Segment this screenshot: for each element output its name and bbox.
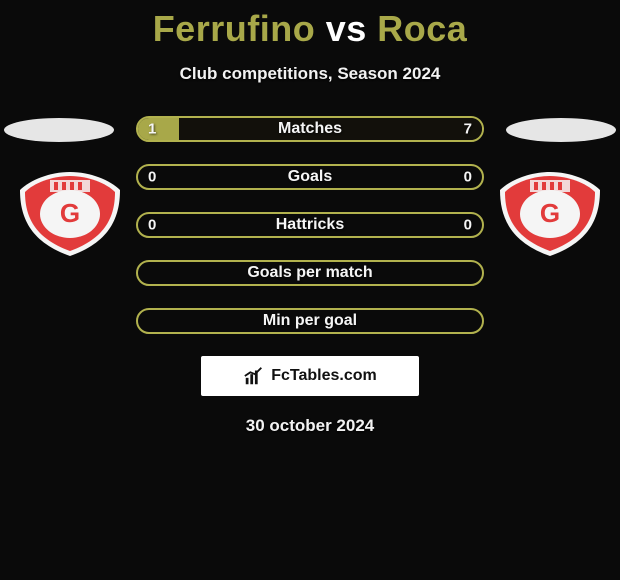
stat-bar: Goals 0 0 (136, 164, 484, 190)
stat-bar: Min per goal (136, 308, 484, 334)
stat-bar-value-left: 0 (148, 169, 156, 186)
stat-bar-label: Goals (288, 168, 332, 186)
stat-bar: Goals per match (136, 260, 484, 286)
stat-bar: Matches 1 7 (136, 116, 484, 142)
stat-bar-value-right: 0 (464, 169, 472, 186)
stat-bar-value-left: 1 (148, 121, 156, 138)
svg-text:G: G (60, 198, 80, 228)
title-mid: vs (326, 8, 367, 49)
stat-bar-label: Matches (278, 120, 342, 138)
attribution-text: FcTables.com (271, 367, 377, 385)
subtitle: Club competitions, Season 2024 (0, 64, 620, 84)
stat-bar: Hattricks 0 0 (136, 212, 484, 238)
player-left-oval (4, 118, 114, 142)
club-badge-right-icon: G (500, 172, 600, 256)
stat-bar-value-left: 0 (148, 217, 156, 234)
stat-bars: Matches 1 7 Goals 0 0 Hattricks 0 0 Goals per mat… (136, 116, 484, 334)
club-badge-right: G (500, 172, 600, 256)
player-right-oval (506, 118, 616, 142)
club-badge-left-icon: G (20, 172, 120, 256)
stat-bar-fill-left (138, 118, 179, 140)
stat-bar-value-right: 0 (464, 217, 472, 234)
stat-bar-value-right: 7 (464, 121, 472, 138)
stat-bar-label: Hattricks (276, 216, 344, 234)
title-right: Roca (377, 8, 467, 49)
title-left: Ferrufino (153, 8, 316, 49)
page-title: Ferrufino vs Roca (0, 0, 620, 50)
stat-bar-label: Min per goal (263, 312, 357, 330)
svg-text:G: G (540, 198, 560, 228)
comparison-stage: G G Matches 1 7 Goals 0 0 Hattricks 0 0 Goals per… (0, 116, 620, 334)
chart-icon (243, 365, 265, 387)
stat-bar-label: Goals per match (247, 264, 372, 282)
footer-date: 30 october 2024 (0, 416, 620, 436)
club-badge-left: G (20, 172, 120, 256)
attribution-badge: FcTables.com (201, 356, 419, 396)
